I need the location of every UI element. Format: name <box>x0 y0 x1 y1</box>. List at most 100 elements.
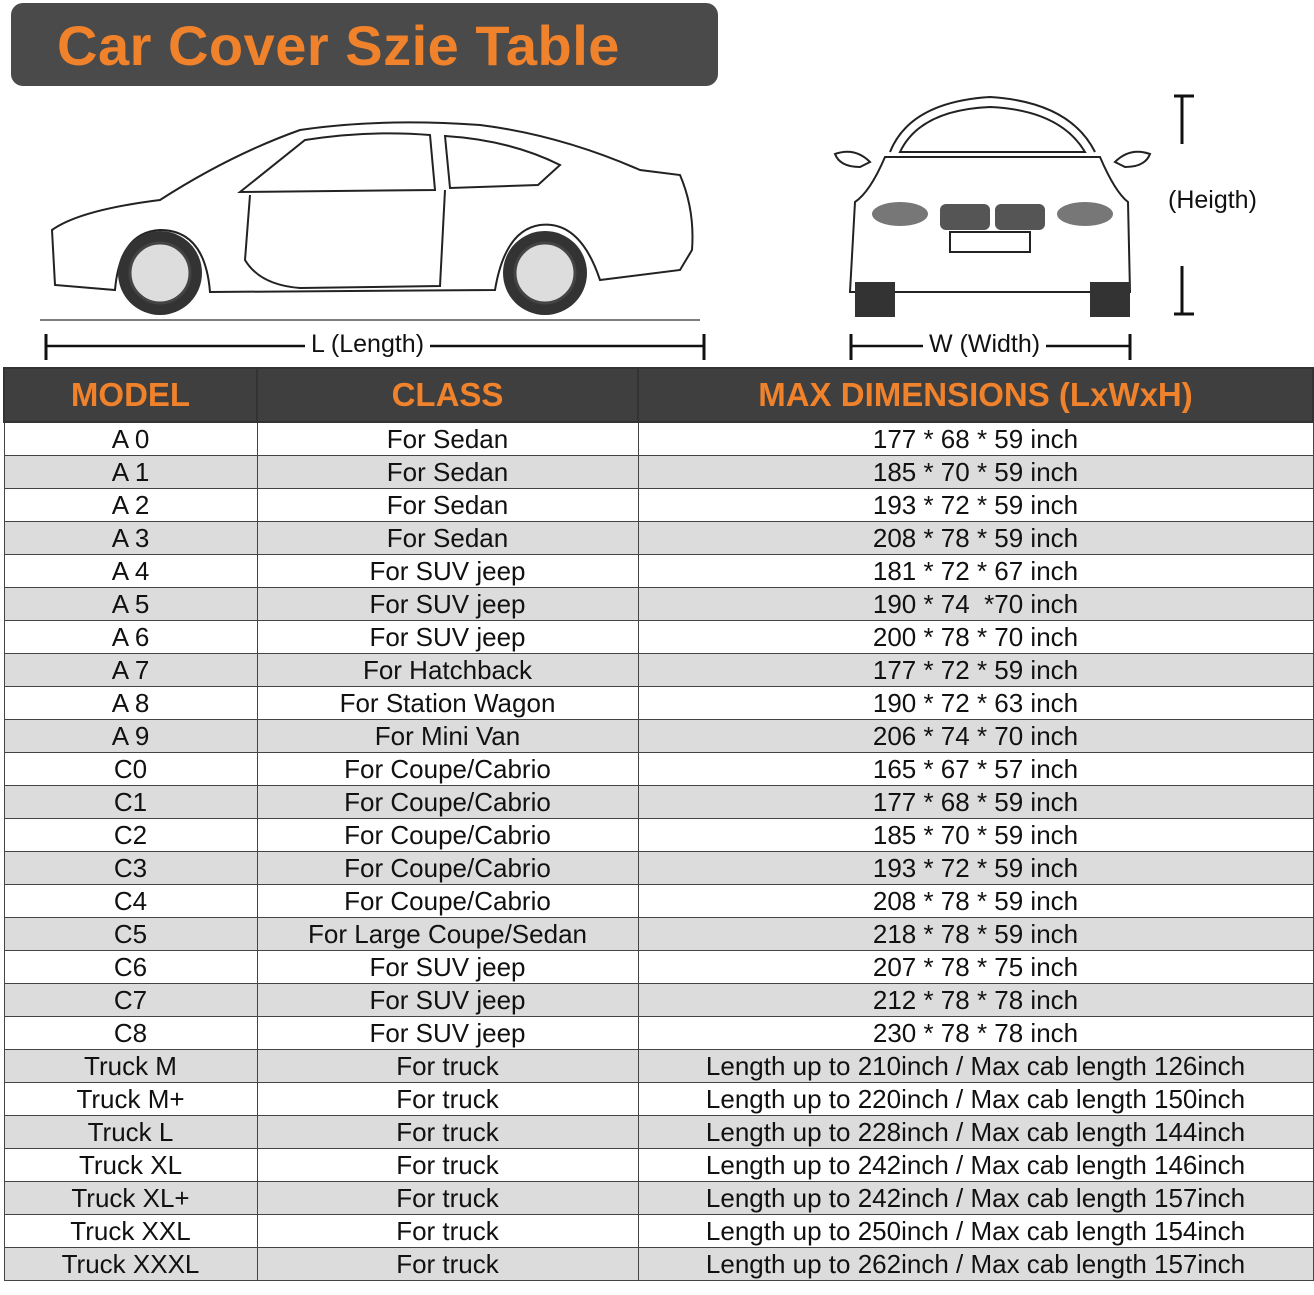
table-row: Truck XL+ For truck Length up to 242inch /… <box>3 1181 1314 1215</box>
table-row: Truck L For truck Length up to 228inch / M… <box>3 1115 1314 1149</box>
dimensions-cell: Length up to 210inch / Max cab length 12… <box>637 1049 1314 1083</box>
table-row: A 7 For Hatchback 177 * 72 * 59 inch <box>3 653 1314 687</box>
model-cell: Truck XXL <box>3 1214 258 1248</box>
table-row: C3 For Coupe/Cabrio 193 * 72 * 59 inch <box>3 851 1314 885</box>
table-row: A 8 For Station Wagon 190 * 72 * 63 inch <box>3 686 1314 720</box>
dimensions-cell: 193 * 72 * 59 inch <box>637 488 1314 522</box>
table-row: Truck XL For truck Length up to 242inch / … <box>3 1148 1314 1182</box>
car-side-view-illustration <box>40 121 700 321</box>
class-cell: For Large Coupe/Sedan <box>256 917 639 951</box>
dimensions-cell: 185 * 70 * 59 inch <box>637 818 1314 852</box>
class-cell: For Hatchback <box>256 653 639 687</box>
table-row: C5 For Large Coupe/Sedan 218 * 78 * 59 inc… <box>3 917 1314 951</box>
table-row: C8 For SUV jeep 230 * 78 * 78 inch <box>3 1016 1314 1050</box>
table-row: Truck M For truck Length up to 210inch / M… <box>3 1049 1314 1083</box>
model-cell: A 9 <box>3 719 258 753</box>
class-cell: For SUV jeep <box>256 983 639 1017</box>
dimensions-cell: 177 * 68 * 59 inch <box>637 785 1314 819</box>
class-cell: For Coupe/Cabrio <box>256 818 639 852</box>
dimensions-cell: Length up to 242inch / Max cab length 15… <box>637 1181 1314 1215</box>
table-row: A 0 For Sedan 177 * 68 * 59 inch <box>3 421 1314 456</box>
class-cell: For SUV jeep <box>256 620 639 654</box>
class-cell: For truck <box>256 1148 639 1182</box>
table-row: C7 For SUV jeep 212 * 78 * 78 inch <box>3 983 1314 1017</box>
model-cell: A 5 <box>3 587 258 621</box>
class-cell: For SUV jeep <box>256 950 639 984</box>
table-row: Truck M+ For truck Length up to 220inch / … <box>3 1082 1314 1116</box>
model-cell: C3 <box>3 851 258 885</box>
model-cell: Truck XL+ <box>3 1181 258 1215</box>
table-row: A 5 For SUV jeep 190 * 74 *70 inch <box>3 587 1314 621</box>
class-cell: For Coupe/Cabrio <box>256 884 639 918</box>
class-cell: For Coupe/Cabrio <box>256 851 639 885</box>
dimensions-cell: 230 * 78 * 78 inch <box>637 1016 1314 1050</box>
class-cell: For SUV jeep <box>256 554 639 588</box>
table-row: A 6 For SUV jeep 200 * 78 * 70 inch <box>3 620 1314 654</box>
width-label: W (Width) <box>923 330 1047 359</box>
dimensions-cell: 218 * 78 * 59 inch <box>637 917 1314 951</box>
table-row: A 3 For Sedan 208 * 78 * 59 inch <box>3 521 1314 555</box>
height-label: (Heigth) <box>1168 186 1257 215</box>
model-cell: A 7 <box>3 653 258 687</box>
model-cell: A 3 <box>3 521 258 555</box>
dimensions-cell: 190 * 74 *70 inch <box>637 587 1314 621</box>
model-cell: C1 <box>3 785 258 819</box>
model-cell: C4 <box>3 884 258 918</box>
dimensions-cell: 206 * 74 * 70 inch <box>637 719 1314 753</box>
class-cell: For Sedan <box>256 455 639 489</box>
model-cell: A 1 <box>3 455 258 489</box>
model-cell: A 4 <box>3 554 258 588</box>
table-row: C6 For SUV jeep 207 * 78 * 75 inch <box>3 950 1314 984</box>
class-cell: For truck <box>256 1181 639 1215</box>
dimensions-cell: 193 * 72 * 59 inch <box>637 851 1314 885</box>
model-cell: C0 <box>3 752 258 786</box>
table-header-row: MODEL CLASS MAX DIMENSIONS (LxWxH) <box>3 367 1314 423</box>
car-front-view-illustration <box>833 95 1152 317</box>
table-row: A 4 For SUV jeep 181 * 72 * 67 inch <box>3 554 1314 588</box>
dimensions-cell: 177 * 72 * 59 inch <box>637 653 1314 687</box>
header-class: CLASS <box>256 367 639 423</box>
table-row: A 1 For Sedan 185 * 70 * 59 inch <box>3 455 1314 489</box>
header-dimensions: MAX DIMENSIONS (LxWxH) <box>637 367 1314 423</box>
dimensions-cell: Length up to 228inch / Max cab length 14… <box>637 1115 1314 1149</box>
dimensions-cell: Length up to 242inch / Max cab length 14… <box>637 1148 1314 1182</box>
dimensions-cell: Length up to 220inch / Max cab length 15… <box>637 1082 1314 1116</box>
dimensions-cell: Length up to 262inch / Max cab length 15… <box>637 1247 1314 1281</box>
class-cell: For Coupe/Cabrio <box>256 752 639 786</box>
table-row: A 2 For Sedan 193 * 72 * 59 inch <box>3 488 1314 522</box>
class-cell: For Sedan <box>256 521 639 555</box>
length-label: L (Length) <box>305 330 431 359</box>
class-cell: For Station Wagon <box>256 686 639 720</box>
dimensions-cell: 181 * 72 * 67 inch <box>637 554 1314 588</box>
table-row: C1 For Coupe/Cabrio 177 * 68 * 59 inch <box>3 785 1314 819</box>
model-cell: Truck XXXL <box>3 1247 258 1281</box>
model-cell: A 2 <box>3 488 258 522</box>
class-cell: For truck <box>256 1115 639 1149</box>
dimensions-cell: 200 * 78 * 70 inch <box>637 620 1314 654</box>
table-row: A 9 For Mini Van 206 * 74 * 70 inch <box>3 719 1314 753</box>
class-cell: For Mini Van <box>256 719 639 753</box>
dimensions-cell: 177 * 68 * 59 inch <box>637 421 1314 456</box>
model-cell: C5 <box>3 917 258 951</box>
class-cell: For SUV jeep <box>256 1016 639 1050</box>
title-banner: Car Cover Szie Table <box>11 3 718 86</box>
model-cell: Truck M <box>3 1049 258 1083</box>
class-cell: For truck <box>256 1049 639 1083</box>
class-cell: For SUV jeep <box>256 587 639 621</box>
model-cell: Truck L <box>3 1115 258 1149</box>
table-row: C2 For Coupe/Cabrio 185 * 70 * 59 inch <box>3 818 1314 852</box>
model-cell: A 8 <box>3 686 258 720</box>
model-cell: A 0 <box>3 421 258 456</box>
height-dimension-line <box>1174 94 1194 316</box>
class-cell: For Coupe/Cabrio <box>256 785 639 819</box>
model-cell: Truck M+ <box>3 1082 258 1116</box>
table-row: Truck XXXL For truck Length up to 262inch … <box>3 1247 1314 1281</box>
table-row: C0 For Coupe/Cabrio 165 * 67 * 57 inch <box>3 752 1314 786</box>
dimensions-cell: 208 * 78 * 59 inch <box>637 884 1314 918</box>
model-cell: A 6 <box>3 620 258 654</box>
size-table: MODEL CLASS MAX DIMENSIONS (LxWxH) A 0 Fo… <box>3 367 1314 1281</box>
model-cell: C6 <box>3 950 258 984</box>
class-cell: For Sedan <box>256 421 639 456</box>
dimensions-cell: 190 * 72 * 63 inch <box>637 686 1314 720</box>
dimensions-cell: 207 * 78 * 75 inch <box>637 950 1314 984</box>
